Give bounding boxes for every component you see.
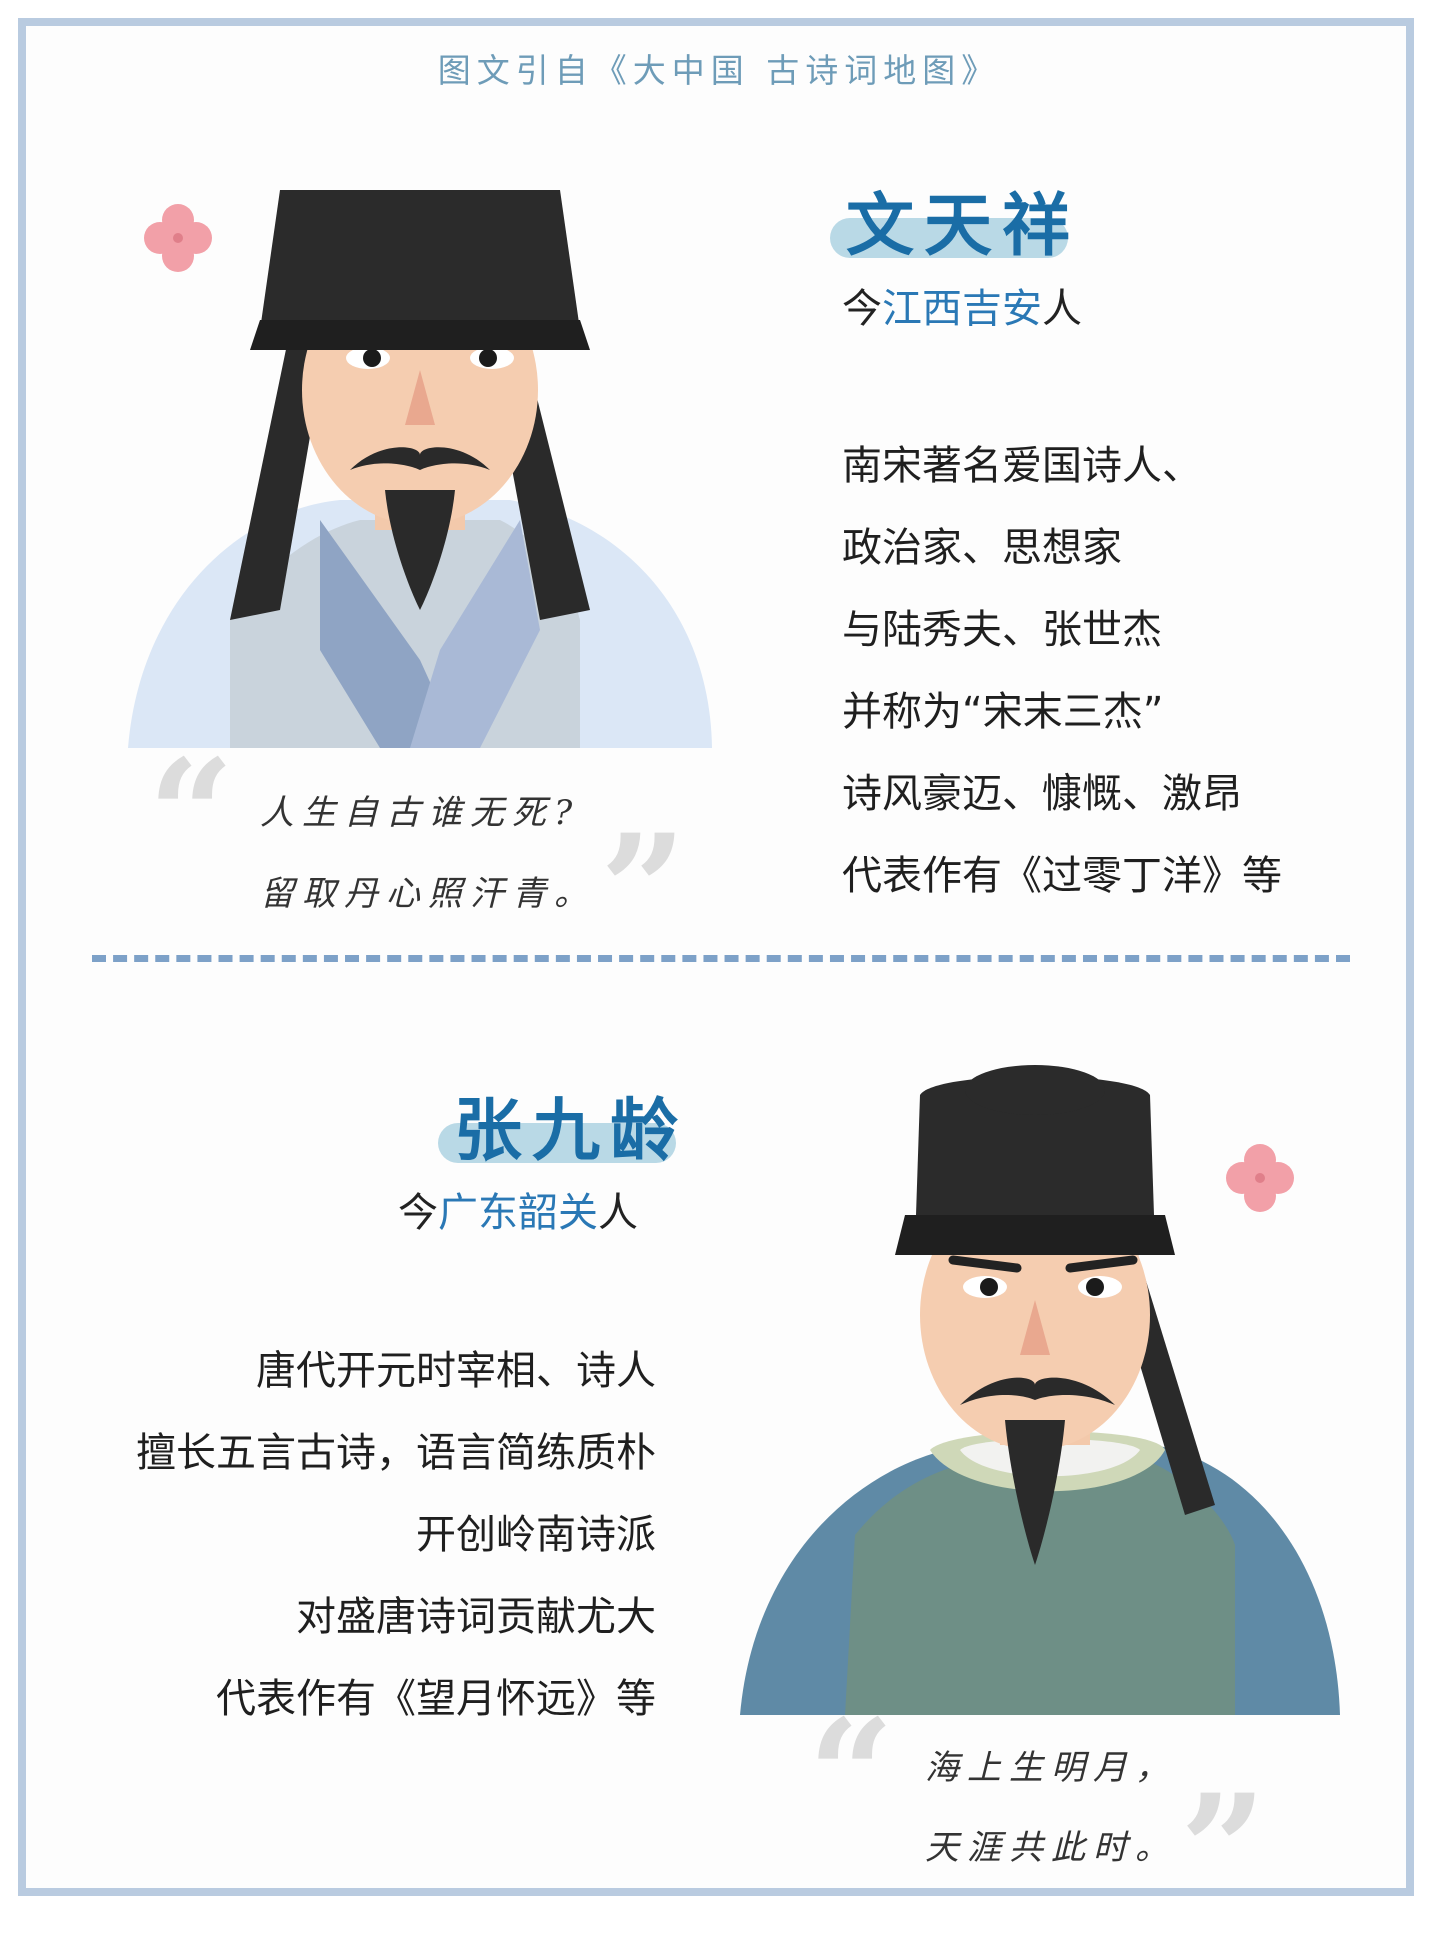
flower-icon [1226,1144,1294,1212]
bio-line: 擅长五言古诗，语言简练质朴 [136,1430,656,1476]
portrait-wen-tianxiang [128,190,712,748]
portrait-zhang-jiuling [740,1065,1340,1715]
source-caption: 图文引自《大中国 古诗词地图》 [437,51,1001,90]
section-divider [92,955,1350,962]
close-quote-icon: ” [600,802,687,978]
poet1-origin: 今江西吉安人 [842,276,1082,334]
origin-place: 江西吉安 [882,286,1042,332]
poet1-bio: 南宋著名爱国诗人、 政治家、思想家 与陆秀夫、张世杰 并称为“宋末三杰” 诗风豪… [842,425,1282,917]
name-highlight [438,1123,676,1163]
origin-prefix: 今 [398,1190,438,1236]
open-quote-icon: “ [148,727,235,903]
flower-icon [144,204,212,272]
open-quote-icon: “ [808,1687,895,1863]
origin-place: 广东韶关 [438,1190,598,1236]
close-quote-icon: ” [1180,1762,1267,1938]
bio-line: 并称为“宋末三杰” [842,689,1164,735]
bio-line: 代表作有《过零丁洋》等 [842,853,1282,899]
bio-line: 政治家、思想家 [842,525,1122,571]
poet1-quote-line2: 留取丹心照汗青。 [260,874,596,914]
poet2-origin: 今广东韶关人 [398,1180,638,1238]
origin-prefix: 今 [842,286,882,332]
poet1-quote-line1: 人生自古谁无死? [260,793,581,833]
bio-line: 对盛唐诗词贡献尤大 [296,1594,656,1640]
bio-line: 南宋著名爱国诗人、 [842,443,1202,489]
origin-suffix: 人 [1042,286,1082,332]
bio-line: 与陆秀夫、张世杰 [842,607,1162,653]
bio-line: 开创岭南诗派 [416,1512,656,1558]
bio-line: 唐代开元时宰相、诗人 [256,1348,656,1394]
poet2-quote-line1: 海上生明月， [925,1748,1177,1788]
bio-line: 代表作有《望月怀远》等 [216,1676,656,1722]
origin-suffix: 人 [598,1190,638,1236]
poet2-name: 张九龄 [454,1092,689,1171]
name-highlight [830,218,1068,258]
poet2-quote-line2: 天涯共此时。 [925,1828,1177,1868]
poet1-name: 文天祥 [846,187,1081,266]
bio-line: 诗风豪迈、慷慨、激昂 [842,771,1242,817]
poet2-bio: 唐代开元时宰相、诗人 擅长五言古诗，语言简练质朴 开创岭南诗派 对盛唐诗词贡献尤… [136,1330,656,1740]
